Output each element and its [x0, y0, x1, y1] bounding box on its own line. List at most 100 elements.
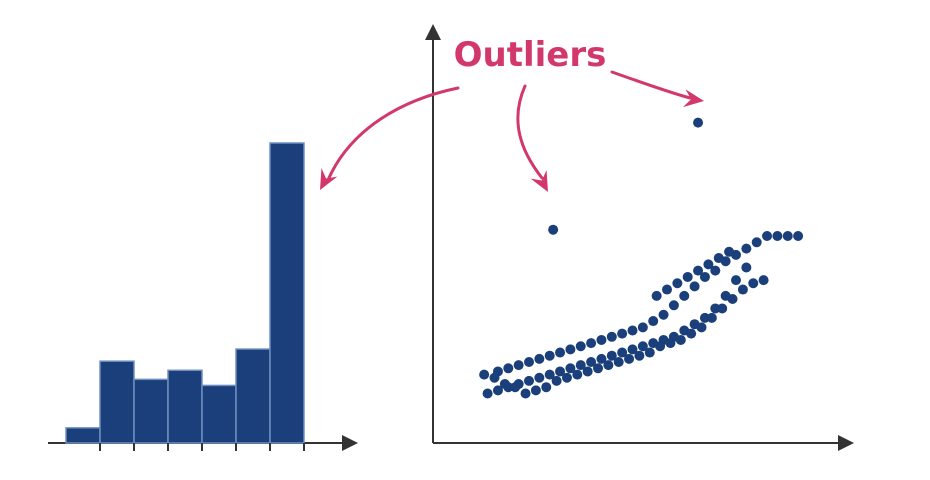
scatter-point: [637, 322, 648, 333]
scatter-point: [737, 284, 748, 295]
scatter-point: [793, 231, 804, 241]
scatter-point: [699, 312, 710, 323]
scatter-point: [541, 382, 552, 393]
scatter-point: [606, 350, 617, 361]
scatter-point: [693, 265, 704, 276]
scatter-point: [534, 372, 545, 383]
histogram-bar: [167, 369, 203, 444]
scatter-point: [727, 294, 738, 304]
scatter-point: [513, 360, 524, 371]
scatter-point: [499, 379, 510, 390]
arrow-to-histogram-outlier: [326, 86, 460, 182]
histogram-x-axis-arrow: [342, 435, 358, 451]
scatter-outlier-point: [693, 117, 704, 128]
scatter-plot: [425, 24, 854, 451]
arrow-to-scatter-outlier-high: [610, 70, 692, 100]
scatter-point: [655, 341, 666, 352]
scatter-point: [682, 271, 693, 282]
scatter-x-axis-arrow: [838, 435, 854, 451]
scatter-point: [665, 338, 676, 349]
scatter-point: [510, 382, 521, 393]
scatter-point: [613, 357, 624, 367]
scatter-point: [772, 231, 783, 241]
arrow-to-scatter-outlier-low-head: [530, 170, 548, 192]
scatter-point: [530, 385, 541, 396]
scatter-point: [686, 328, 697, 339]
scatter-point: [624, 353, 635, 364]
scatter-point: [555, 366, 566, 377]
scatter-point: [561, 372, 572, 383]
scatter-point: [582, 366, 593, 377]
scatter-y-axis-arrow: [425, 24, 441, 40]
scatter-point: [575, 341, 586, 352]
histogram-bar-outlier: [269, 142, 305, 444]
histogram-bar: [99, 360, 135, 444]
scatter-point: [741, 243, 752, 254]
scatter-point: [710, 303, 721, 314]
scatter-point: [675, 334, 686, 345]
scatter-point: [724, 246, 735, 257]
scatter-point: [651, 290, 662, 301]
scatter-point: [762, 231, 773, 241]
scatter-point: [534, 353, 545, 364]
arrow-to-scatter-outlier-low: [516, 84, 544, 180]
scatter-point: [703, 259, 714, 270]
scatter-point: [689, 281, 700, 292]
scatter-point: [603, 360, 614, 371]
outlier-annotations: [320, 70, 704, 192]
scatter-point: [658, 309, 669, 320]
outliers-label: Outliers: [454, 35, 607, 75]
scatter-point: [586, 357, 597, 367]
scatter-outlier-point: [548, 224, 559, 235]
scatter-point: [672, 278, 683, 289]
scatter-point: [706, 312, 717, 323]
arrow-to-histogram-outlier-head: [320, 168, 338, 190]
scatter-point: [662, 284, 672, 295]
scatter-point: [482, 388, 493, 399]
scatter-point: [741, 262, 752, 273]
scatter-point: [492, 385, 503, 396]
scatter-point: [544, 350, 555, 361]
scatter-point: [586, 338, 597, 349]
scatter-point: [503, 363, 514, 374]
scatter-point: [524, 375, 534, 386]
scatter-point: [717, 303, 728, 314]
histogram-bar: [235, 348, 271, 444]
scatter-point: [489, 372, 500, 383]
scatter-point: [575, 360, 586, 371]
histogram-bar: [133, 378, 169, 444]
scatter-point: [696, 322, 707, 333]
scatter-point: [634, 350, 645, 361]
scatter-point: [627, 344, 638, 355]
scatter-point: [699, 271, 710, 282]
scatter-point: [748, 278, 759, 289]
scatter-point: [710, 265, 721, 276]
scatter-point: [637, 341, 648, 352]
scatter-point: [544, 369, 555, 380]
scatter-point: [617, 328, 628, 339]
scatter-point: [713, 253, 724, 264]
scatter-point: [520, 388, 531, 399]
scatter-point: [782, 231, 793, 241]
scatter-point: [617, 347, 628, 358]
scatter-point: [648, 316, 659, 327]
scatter-point: [627, 325, 638, 336]
scatter-point: [606, 331, 617, 342]
scatter-point: [572, 369, 583, 380]
scatter-point: [731, 275, 741, 286]
histogram-bar: [201, 384, 237, 444]
histogram-bar: [65, 427, 101, 444]
arrow-to-scatter-outlier-high-head: [682, 89, 704, 108]
scatter-point: [593, 363, 603, 374]
scatter-point: [758, 275, 769, 286]
scatter-point: [679, 290, 690, 301]
scatter-point: [668, 300, 679, 311]
scatter-point: [551, 375, 562, 386]
histogram-chart: [48, 142, 358, 451]
scatter-point: [596, 353, 607, 364]
scatter-point: [644, 347, 655, 358]
scatter-point: [596, 334, 607, 345]
scatter-point: [555, 347, 566, 358]
scatter-point: [565, 363, 576, 374]
